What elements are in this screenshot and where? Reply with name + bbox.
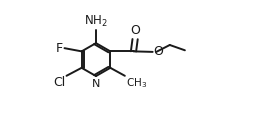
Text: O: O <box>130 24 140 37</box>
Text: Cl: Cl <box>53 76 66 89</box>
Text: CH$_3$: CH$_3$ <box>126 77 147 90</box>
Text: O: O <box>154 45 164 58</box>
Text: N: N <box>92 79 100 89</box>
Text: F: F <box>56 42 63 55</box>
Text: NH$_2$: NH$_2$ <box>84 14 108 29</box>
